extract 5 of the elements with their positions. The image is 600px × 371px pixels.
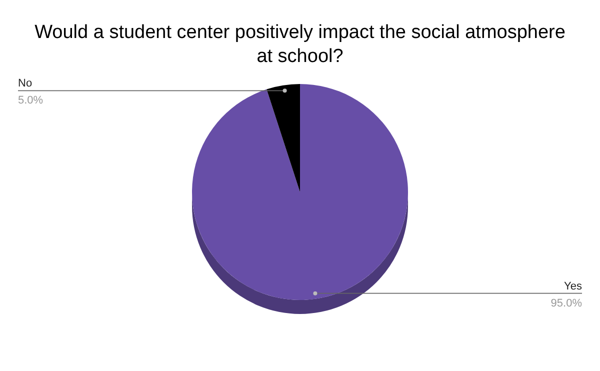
slice-label: Yes bbox=[564, 280, 582, 292]
chart-title: Would a student center positively impact the social atmosphere at school? bbox=[34, 22, 566, 67]
data-label: 95.0% bbox=[550, 297, 582, 310]
slice-label: No bbox=[18, 78, 32, 90]
data-label: 5.0% bbox=[18, 94, 44, 107]
